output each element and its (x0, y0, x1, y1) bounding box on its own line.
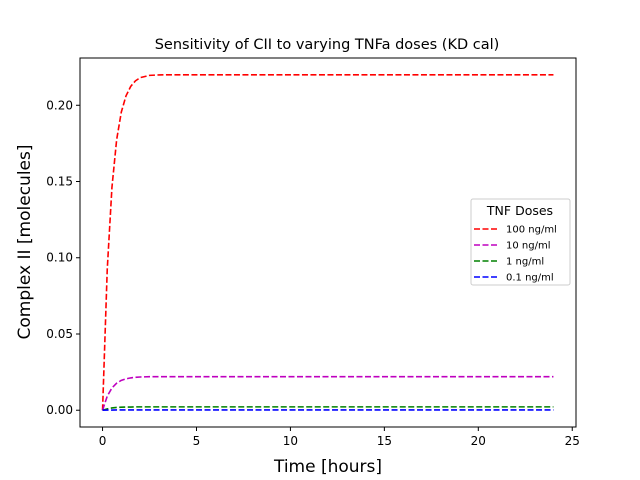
x-axis: 0 5 10 15 20 25 (99, 427, 580, 448)
y-axis-label: Complex II [molecules] (15, 145, 35, 340)
legend-label: 1 ng/ml (506, 257, 544, 268)
series-line-10-ng-ml (101, 375, 554, 411)
x-tick-label: 5 (193, 434, 201, 448)
x-tick-label: 10 (283, 434, 298, 448)
series-line-1-ng-ml (102, 406, 554, 411)
legend-title: TNF Doses (486, 203, 553, 218)
x-tick-label: 20 (471, 434, 486, 448)
chart-title: Sensitivity of CII to varying TNFa doses… (155, 37, 500, 53)
legend-box (470, 198, 571, 286)
legend-label: 0.1 ng/ml (506, 273, 554, 284)
x-axis-label: Time [hours] (273, 457, 382, 477)
legend[interactable]: TNF Doses 100 ng/ml 10 ng/ml 1 ng/ml 0.1 ng… (470, 198, 571, 286)
y-tick-label: 0.00 (46, 403, 73, 417)
x-tick-label: 0 (99, 434, 107, 448)
x-tick-label: 25 (565, 434, 580, 448)
y-axis: 0.00 0.05 0.10 0.15 0.20 (46, 98, 80, 417)
legend-label: 10 ng/ml (506, 241, 550, 252)
y-tick-label: 0.10 (46, 251, 73, 265)
y-tick-label: 0.15 (46, 175, 73, 189)
series-line-100-ng-ml (101, 73, 554, 411)
series-lines (101, 73, 554, 412)
legend-label: 100 ng/ml (506, 225, 557, 236)
plot-area (79, 57, 577, 428)
y-tick-label: 0.05 (46, 327, 73, 341)
y-tick-label: 0.20 (46, 98, 73, 112)
x-tick-label: 15 (377, 434, 392, 448)
